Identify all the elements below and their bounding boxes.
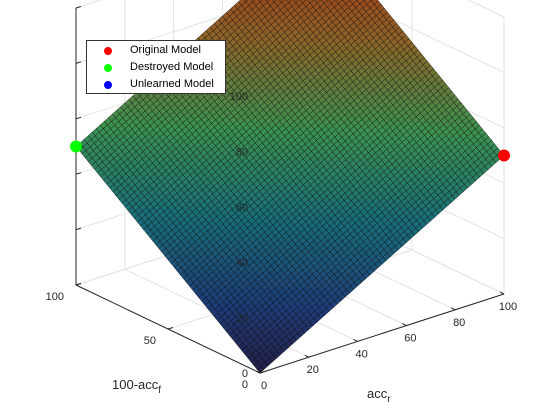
- surface-cell: [252, 0, 261, 6]
- z-tick-label: 100: [230, 91, 248, 103]
- z-tick-mark: [75, 283, 82, 286]
- x-tick-mark: [259, 371, 266, 374]
- surface-cell: [335, 0, 343, 4]
- legend-label: Original Model: [130, 44, 201, 56]
- y-tick-mark: [304, 354, 310, 358]
- legend-item-destroyed: Destroyed Model: [87, 60, 225, 76]
- surface-cell: [300, 0, 307, 4]
- x-tick-label: 0: [242, 379, 248, 391]
- surface-cell: [342, 0, 351, 5]
- legend-marker: [104, 81, 112, 89]
- y-tick-label: 20: [307, 364, 319, 376]
- z-tick-label: 60: [236, 202, 248, 214]
- surface-cell: [295, 0, 304, 7]
- legend-item-unlearned: Unlearned Model: [87, 77, 225, 93]
- legend: Original Model Destroyed Model Unlearned…: [86, 40, 226, 94]
- surface-cell: [286, 0, 292, 3]
- surface-cell: [281, 0, 289, 7]
- legend-item-original: Original Model: [87, 43, 225, 59]
- surface-cell: [328, 0, 336, 4]
- surface-cell: [293, 0, 300, 4]
- surface-cell: [307, 0, 314, 4]
- y-tick-mark: [353, 338, 358, 342]
- y-tick-label: 80: [453, 317, 465, 329]
- legend-label: Destroyed Model: [130, 61, 214, 73]
- surface: [75, 0, 505, 374]
- z-tick-mark: [75, 61, 82, 64]
- surface-cell: [331, 0, 339, 8]
- y-tick-label: 0: [261, 380, 267, 392]
- y-tick-label: 60: [404, 333, 416, 345]
- surface-cell: [279, 0, 285, 3]
- y-tick-mark: [255, 370, 261, 374]
- legend-marker: [104, 47, 112, 55]
- surface-cell: [321, 0, 329, 4]
- surface-cell: [349, 0, 358, 5]
- surface-cell: [272, 0, 278, 3]
- surface-cell: [259, 0, 268, 7]
- x-tick-label: 100: [46, 291, 64, 303]
- z-tick-mark: [75, 6, 82, 9]
- y-tick-mark: [402, 323, 407, 327]
- z-tick-mark: [75, 227, 82, 231]
- y-axis-line: [259, 293, 505, 374]
- y-tick-label: 40: [355, 348, 367, 360]
- y-axis-label: accr: [367, 386, 391, 405]
- legend-marker: [104, 64, 112, 72]
- surface-cell: [258, 0, 263, 3]
- surface-cell: [266, 0, 275, 7]
- y-tick-mark: [499, 291, 505, 295]
- x-tick-label: 50: [144, 335, 156, 347]
- z-tick-mark: [75, 172, 82, 175]
- y-tick-label: 100: [499, 301, 517, 313]
- surface-cell: [370, 0, 379, 5]
- data-point: [498, 149, 510, 162]
- surface-cell: [288, 0, 297, 7]
- x-tick-mark: [167, 327, 174, 330]
- surface-cell: [356, 0, 365, 5]
- surface-cell: [363, 0, 372, 5]
- side-wall-grid-line: [467, 0, 505, 18]
- z-tick-label: 80: [236, 146, 248, 158]
- y-tick-mark: [450, 307, 456, 311]
- z-tick-label: 20: [236, 313, 248, 325]
- side-wall-grid-line: [351, 0, 505, 73]
- surface-cell: [370, 0, 373, 1]
- z-tick-label: 40: [236, 257, 248, 269]
- x-axis-label: 100-accf: [112, 377, 161, 396]
- surface-cell: [265, 0, 270, 3]
- surface-cell: [302, 0, 311, 7]
- z-tick-mark: [75, 116, 82, 120]
- data-point: [70, 140, 82, 153]
- legend-label: Unlearned Model: [130, 78, 214, 90]
- surface-cell: [274, 0, 282, 7]
- surface-cell: [314, 0, 321, 4]
